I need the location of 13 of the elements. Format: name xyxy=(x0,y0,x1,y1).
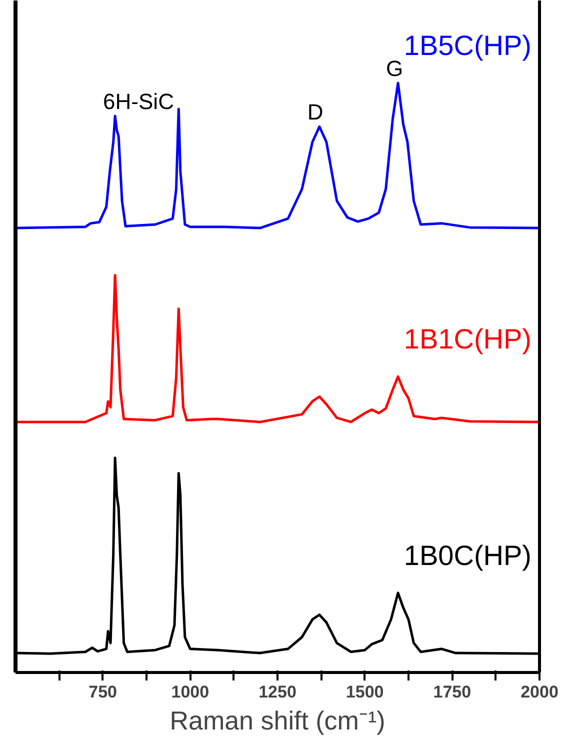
annotation: G xyxy=(386,56,404,82)
x-axis-title: Raman shift (cm⁻¹) xyxy=(170,706,386,736)
x-tick-label: 750 xyxy=(88,682,118,702)
x-tick-label: 2000 xyxy=(520,682,558,702)
series-label: 1B0C(HP) xyxy=(404,540,532,571)
series-label: 1B5C(HP) xyxy=(404,30,532,62)
x-tick-label: 1500 xyxy=(346,682,384,702)
annotation: D xyxy=(307,100,324,125)
x-tick-label: 1000 xyxy=(171,682,210,702)
series-label: 1B1C(HP) xyxy=(404,324,532,355)
annotation: 6H-SiC xyxy=(103,89,174,114)
x-tick-label: 1250 xyxy=(258,682,296,702)
x-tick-label: 1750 xyxy=(433,682,472,702)
